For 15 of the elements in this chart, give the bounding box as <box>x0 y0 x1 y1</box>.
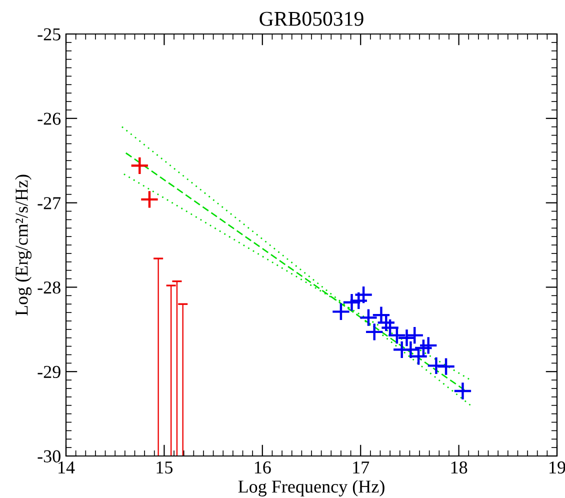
y-tick-label: -26 <box>38 112 61 125</box>
y-tick-label: -27 <box>38 197 61 210</box>
chart-title: GRB050319 <box>260 12 364 26</box>
y-tick-label: -29 <box>38 366 60 378</box>
y-tick-label: -28 <box>38 281 60 294</box>
x-tick-label: 19 <box>550 461 565 474</box>
x-tick-label: 17 <box>353 461 370 474</box>
y-axis-title: Log (Erg/cm²/s/Hz) <box>15 174 32 316</box>
x-tick-label: 15 <box>156 461 173 474</box>
x-tick-label: 16 <box>254 461 271 474</box>
y-tick-label: -30 <box>38 450 60 462</box>
x-tick-label: 14 <box>58 461 75 474</box>
x-tick-label: 18 <box>451 461 468 474</box>
x-axis-title: Log Frequency (Hz) <box>238 480 384 496</box>
y-tick-label: -25 <box>38 28 60 40</box>
